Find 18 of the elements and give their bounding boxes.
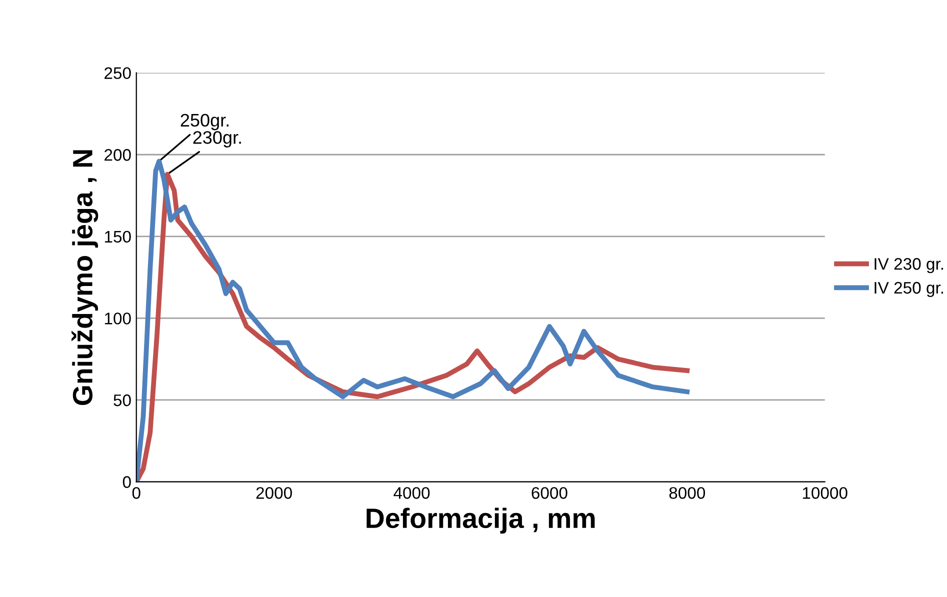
x-axis-title: Deformacija , mm — [366, 508, 595, 534]
y-tick-label: 150 — [104, 230, 131, 243]
legend-label: IV 250 gr. — [874, 282, 943, 298]
y-tick-label: 200 — [104, 149, 131, 161]
y-tick-label: 250 — [104, 67, 131, 80]
x-tick-label: 6000 — [532, 487, 568, 499]
x-tick-label: 4000 — [394, 487, 430, 499]
x-tick-label: 8000 — [669, 487, 706, 499]
annotation: 250gr. — [180, 114, 228, 130]
y-tick-label: 100 — [104, 312, 131, 324]
legend-label: IV 230 gr. — [874, 258, 943, 274]
x-tick-label: 10000 — [802, 487, 848, 499]
x-tick-label: 0 — [132, 487, 140, 499]
y-axis-title: Gniuždymo jėga , N — [72, 150, 98, 406]
y-tick-label: 0 — [122, 476, 131, 488]
y-tick-label: 50 — [114, 394, 131, 406]
x-tick-label: 2000 — [256, 487, 292, 499]
annotation: 230gr. — [193, 131, 241, 148]
